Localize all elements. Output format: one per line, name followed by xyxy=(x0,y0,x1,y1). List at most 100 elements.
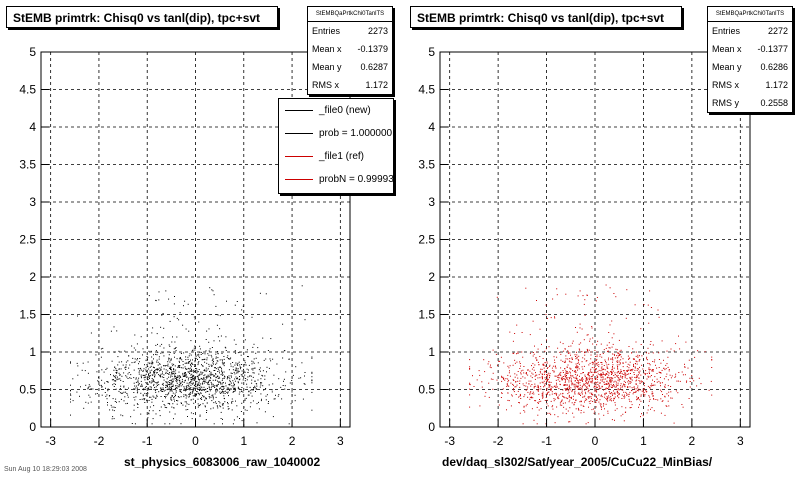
data-point xyxy=(619,363,621,365)
data-point xyxy=(614,385,616,387)
data-point xyxy=(219,402,221,404)
data-point xyxy=(617,366,619,367)
data-point xyxy=(212,374,214,376)
data-point xyxy=(552,298,554,300)
data-point xyxy=(118,401,120,403)
data-point xyxy=(627,393,629,395)
data-point xyxy=(586,379,588,381)
data-point xyxy=(202,395,203,397)
data-point xyxy=(131,423,133,424)
data-point xyxy=(531,377,533,379)
data-point xyxy=(599,399,601,401)
data-point xyxy=(172,372,174,374)
data-point xyxy=(552,405,554,407)
data-point xyxy=(122,392,124,394)
legend-line xyxy=(285,110,313,111)
data-point xyxy=(114,401,116,402)
data-point xyxy=(547,374,549,376)
data-point xyxy=(635,341,637,343)
data-point xyxy=(639,399,641,401)
data-point xyxy=(595,368,597,370)
data-point xyxy=(241,374,243,376)
data-point xyxy=(124,367,126,369)
y-tick-label: 4 xyxy=(428,120,435,134)
data-point xyxy=(574,383,576,385)
data-point xyxy=(282,323,284,325)
data-point xyxy=(609,378,611,380)
data-point xyxy=(209,379,211,381)
data-point xyxy=(146,383,148,385)
data-point xyxy=(256,383,258,385)
data-point xyxy=(574,393,576,395)
data-point xyxy=(636,368,638,370)
data-point xyxy=(563,384,565,386)
y-tick-label: 3 xyxy=(428,195,435,209)
data-point xyxy=(201,397,202,399)
data-point xyxy=(152,395,154,397)
data-point xyxy=(588,385,590,387)
data-point xyxy=(198,361,200,363)
data-point xyxy=(626,370,628,371)
data-point xyxy=(112,398,114,400)
data-point xyxy=(607,410,609,412)
data-point xyxy=(469,383,471,385)
data-point xyxy=(149,377,150,379)
data-point xyxy=(156,368,158,370)
data-point xyxy=(197,383,199,385)
data-point xyxy=(155,350,157,352)
data-point xyxy=(241,387,243,388)
data-point xyxy=(638,388,640,390)
data-point xyxy=(615,381,617,383)
data-point xyxy=(208,379,210,381)
data-point xyxy=(219,405,221,407)
data-point xyxy=(532,363,534,365)
data-point xyxy=(538,401,540,403)
data-point xyxy=(208,387,210,389)
data-point xyxy=(577,369,578,371)
data-point xyxy=(208,341,210,343)
data-point xyxy=(183,389,185,391)
data-point xyxy=(194,349,196,351)
data-point xyxy=(518,402,520,403)
x-axis-label: st_physics_6083006_raw_1040002 xyxy=(124,455,321,469)
data-point xyxy=(172,403,174,405)
data-point xyxy=(226,300,227,302)
data-point xyxy=(512,340,514,342)
data-point xyxy=(631,387,633,389)
data-point xyxy=(224,346,226,348)
data-point xyxy=(206,362,208,364)
data-point xyxy=(117,356,119,358)
data-point xyxy=(588,378,590,380)
data-point xyxy=(575,399,576,401)
data-point xyxy=(711,359,713,361)
data-point xyxy=(168,298,170,300)
data-point xyxy=(236,405,238,407)
legend-entry: _file1 (ref) xyxy=(279,145,393,168)
data-point xyxy=(606,377,608,379)
data-point xyxy=(620,385,622,387)
data-point xyxy=(597,398,598,400)
data-point xyxy=(164,389,166,391)
data-point xyxy=(178,386,180,388)
data-point xyxy=(601,408,602,410)
x-tick-label: 1 xyxy=(240,434,247,448)
data-point xyxy=(529,398,531,400)
data-point xyxy=(140,369,142,371)
data-point xyxy=(226,387,228,389)
data-point xyxy=(684,366,686,368)
data-point xyxy=(182,367,184,369)
data-point xyxy=(688,398,690,399)
data-point xyxy=(198,379,200,380)
data-point xyxy=(221,391,223,393)
data-point xyxy=(488,396,490,398)
data-point xyxy=(243,406,245,408)
data-point xyxy=(675,373,677,375)
data-point xyxy=(634,366,636,368)
data-point xyxy=(653,398,654,400)
data-point xyxy=(546,375,548,377)
data-point xyxy=(160,352,162,354)
data-point xyxy=(600,367,602,369)
data-point xyxy=(564,381,566,383)
data-point xyxy=(636,396,638,398)
data-point xyxy=(205,391,207,393)
